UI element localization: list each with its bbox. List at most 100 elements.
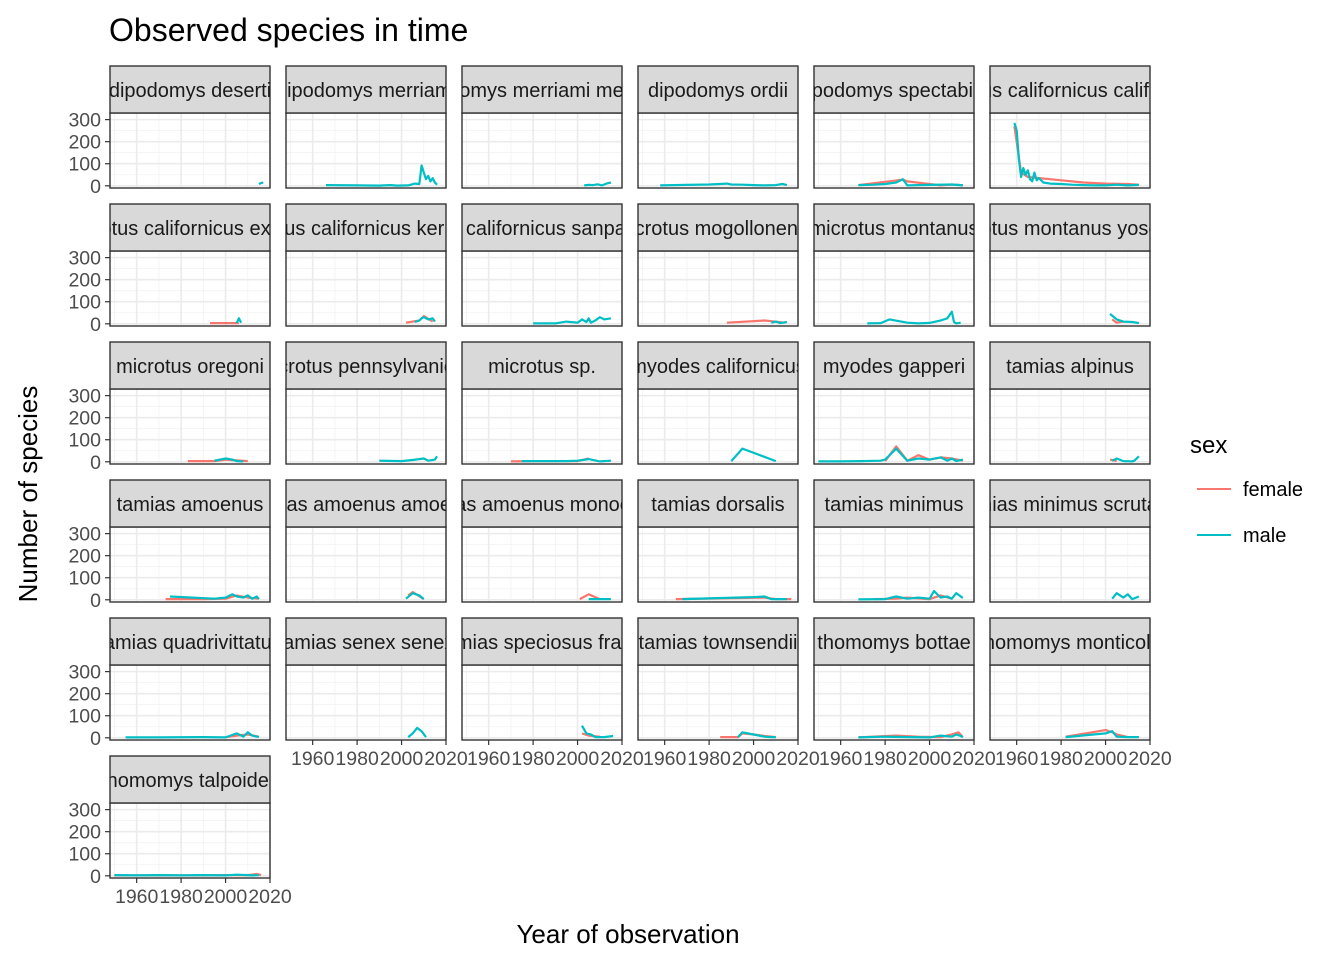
y-tick-label: 200 (68, 546, 101, 568)
series-line-male (1111, 592, 1140, 601)
facet-strip (637, 341, 799, 390)
facet-panel: tamias alpinus (989, 341, 1151, 465)
series-line-female (858, 731, 964, 739)
legend-title: sex (1190, 432, 1227, 459)
facet-strip (813, 65, 975, 114)
series-line-male (682, 595, 787, 601)
series-line-male (581, 725, 614, 739)
panel-background (638, 527, 798, 602)
facet-strip-label: tamias quadrivittatus (98, 632, 281, 654)
y-tick-label: 300 (68, 386, 101, 408)
y-tick-label: 300 (68, 524, 101, 546)
chart-title: Observed species in time (109, 12, 468, 48)
series-line-male (858, 178, 963, 187)
facet-strip (285, 65, 447, 114)
panel-background (638, 665, 798, 740)
panel-background (110, 389, 270, 464)
facet-strip-label: tamias amoenus (117, 494, 264, 516)
series-line-male (858, 589, 964, 601)
x-tick-label: 2020 (952, 748, 996, 770)
x-tick-label: 2000 (380, 748, 424, 770)
x-tick-label: 2000 (732, 748, 776, 770)
facet-strip (637, 65, 799, 114)
facet-strip-label: microtus pennsylvanicus (257, 356, 475, 378)
facet-strip (461, 479, 623, 528)
facet-strip-label: microtus mogollonensis (614, 218, 823, 240)
facet-strip (813, 479, 975, 528)
facet-panel: microtus californicus californicus (989, 65, 1151, 189)
facet-strip-label: microtus californicus eximius (63, 218, 318, 240)
y-tick-label: 300 (68, 110, 101, 132)
x-tick-label: 1960 (819, 748, 863, 770)
panel-background (286, 527, 446, 602)
panel-background (814, 527, 974, 602)
facet-strip (989, 65, 1151, 114)
facet-panel: thomomys monticola 1960 1980 2000 2020 (989, 617, 1172, 770)
panel-background (462, 665, 622, 740)
x-tick-label: 1980 (159, 886, 203, 908)
series-line-male (867, 310, 961, 325)
y-tick-label: 100 (68, 430, 101, 452)
panel-background (286, 113, 446, 188)
facet-strip (109, 617, 271, 666)
facet-panel: dipodomys merriami merriami (461, 65, 623, 189)
y-tick-label: 300 (68, 248, 101, 270)
facet-strip (109, 755, 271, 804)
facet-strip (989, 203, 1151, 252)
series-line-female (579, 593, 601, 601)
y-tick-label: 100 (68, 292, 101, 314)
facet-strip-label: thomomys bottae (817, 632, 970, 654)
series-line-male (1065, 730, 1139, 739)
panel-background (638, 389, 798, 464)
facet-strip-label: microtus oregoni (116, 356, 264, 378)
facet-strip (285, 203, 447, 252)
x-tick-label: 2020 (1128, 748, 1172, 770)
panel-background (110, 527, 270, 602)
facet-strip (461, 203, 623, 252)
series-line-male (379, 455, 439, 463)
facet-strip (285, 617, 447, 666)
panel-background (814, 389, 974, 464)
series-line-male (584, 181, 612, 187)
facet-strip-label: dipodomys deserti (109, 80, 271, 102)
y-tick-label: 200 (68, 822, 101, 844)
y-tick-label: 0 (90, 866, 101, 888)
facet-panel: dipodomys merriami (285, 65, 447, 189)
series-line-male (1013, 122, 1139, 187)
facet-strip (637, 203, 799, 252)
facet-panel: dipodomys spectabilis (813, 65, 975, 189)
x-tick-label: 2020 (776, 748, 820, 770)
facet-strip-label: microtus montanus (810, 218, 979, 240)
x-tick-label: 1980 (863, 748, 907, 770)
legend: sex female male (1190, 432, 1303, 547)
facet-strip-label: tamias dorsalis (651, 494, 784, 516)
x-tick-label: 2000 (908, 748, 952, 770)
y-tick-label: 0 (90, 728, 101, 750)
facet-strip-label: microtus californicus sanpabloensis (385, 218, 700, 240)
facet-strip (637, 617, 799, 666)
facet-panel: microtus montanus (810, 203, 979, 327)
panel-background (814, 113, 974, 188)
series-line-male (214, 457, 244, 463)
y-tick-label: 100 (68, 844, 101, 866)
series-line-male (533, 316, 612, 325)
panel-background (462, 527, 622, 602)
series-line-male (114, 873, 259, 877)
facet-strip (109, 203, 271, 252)
facet-panel: tamias senex senex 1960 1980 2000 2020 (285, 617, 468, 770)
facet-panel: dipodomys ordii (637, 65, 799, 189)
facet-panel: tamias minimus (813, 479, 975, 603)
panel-background (110, 113, 270, 188)
facet-panel: microtus californicus sanpabloensis (385, 203, 700, 327)
y-tick-label: 300 (68, 662, 101, 684)
x-tick-label: 2020 (248, 886, 292, 908)
facet-panel: myodes californicus (637, 341, 799, 465)
y-tick-label: 100 (68, 154, 101, 176)
y-tick-label: 0 (90, 452, 101, 474)
